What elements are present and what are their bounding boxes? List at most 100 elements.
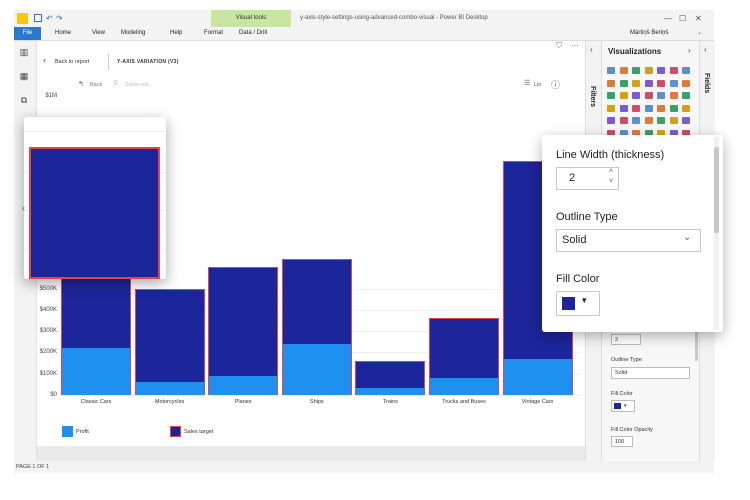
visual-type-icon[interactable]	[682, 67, 690, 74]
visual-type-icon[interactable]	[669, 104, 678, 112]
visual-type-icon[interactable]	[644, 79, 653, 87]
visual-type-icon[interactable]	[619, 129, 628, 137]
save-icon[interactable]	[34, 14, 42, 22]
fields-label[interactable]: Fields	[703, 73, 710, 94]
bar-profit[interactable]	[503, 358, 572, 395]
visual-type-icon[interactable]	[644, 67, 653, 74]
bar-profit[interactable]	[356, 387, 425, 395]
back-to-report-link[interactable]: Back to report	[55, 59, 90, 65]
bar-sales-target[interactable]	[208, 267, 279, 395]
visual-type-icon[interactable]	[682, 92, 690, 99]
fill-color-picker[interactable]: ▾	[556, 291, 600, 316]
bar-sales-target[interactable]	[134, 288, 205, 395]
legend-profit-label[interactable]: Profit	[76, 429, 89, 435]
visual-type-icon[interactable]	[657, 129, 665, 137]
maximize-button[interactable]: ☐	[679, 14, 687, 23]
visual-type-icon[interactable]	[657, 67, 665, 74]
visual-type-icon[interactable]	[669, 79, 678, 87]
visual-type-icon[interactable]	[644, 104, 653, 112]
stepper-up-icon[interactable]: ˄	[609, 168, 614, 175]
user-name[interactable]: Mārtiņš Beriņš	[630, 30, 669, 36]
popup-scrollbar[interactable]	[714, 137, 719, 330]
tab-file[interactable]: File	[14, 27, 41, 40]
visual-type-icon[interactable]	[682, 117, 690, 124]
scale-toggle[interactable]: Lin	[534, 82, 542, 88]
drill-back-button[interactable]: Back	[90, 82, 103, 88]
visual-type-icon[interactable]	[607, 104, 615, 112]
data-view-icon[interactable]: ▦	[19, 71, 29, 81]
visual-type-icon[interactable]	[619, 92, 628, 99]
ribbon-collapse-icon[interactable]: ⌄	[697, 30, 703, 36]
visual-type-icon[interactable]	[607, 117, 615, 124]
visual-type-icon[interactable]	[607, 79, 615, 87]
fill-color-picker-small[interactable]: ▾	[611, 400, 635, 412]
bar-profit[interactable]	[282, 343, 351, 395]
bar-profit[interactable]	[135, 382, 204, 395]
stepper-down-icon[interactable]: ˅	[609, 178, 614, 185]
model-view-icon[interactable]: ⧉	[20, 95, 28, 105]
visual-type-icon[interactable]	[607, 67, 615, 74]
visual-type-icon[interactable]	[669, 92, 678, 99]
visual-type-icon[interactable]	[632, 67, 640, 74]
visual-type-icon[interactable]	[669, 117, 678, 124]
visual-type-icon[interactable]	[632, 79, 640, 87]
legend-profit-swatch[interactable]	[62, 426, 73, 437]
visual-type-icon[interactable]	[632, 104, 640, 112]
expand-chevron-icon[interactable]: ›	[688, 46, 691, 55]
pane-scrollbar[interactable]	[695, 321, 698, 361]
visual-type-icon[interactable]	[644, 129, 653, 137]
filters-label[interactable]: Filters	[589, 86, 596, 108]
tab-help[interactable]: Help	[170, 30, 183, 36]
tab-format[interactable]: Format	[204, 30, 224, 36]
bar-profit[interactable]	[62, 348, 130, 395]
visual-type-icon[interactable]	[657, 79, 665, 87]
outline-type-dropdown-small[interactable]: Solid	[611, 367, 690, 379]
visual-type-icon[interactable]	[669, 129, 678, 137]
tab-modeling[interactable]: Modeling	[121, 30, 146, 36]
close-button[interactable]: ✕	[695, 14, 702, 23]
fill-color-opacity-input[interactable]: 100	[611, 436, 633, 447]
visual-type-icon[interactable]	[682, 129, 690, 137]
info-icon[interactable]: ⓘ	[551, 80, 561, 90]
visual-type-icon[interactable]	[619, 117, 628, 124]
report-view-icon[interactable]: ▥	[19, 47, 29, 57]
minimize-button[interactable]: —	[664, 14, 672, 23]
visual-type-icon[interactable]	[682, 104, 690, 112]
undo-icon[interactable]: ↶	[46, 14, 53, 23]
bar-profit[interactable]	[430, 377, 498, 395]
more-options-icon[interactable]: ⋯	[571, 41, 579, 50]
outline-type-dropdown[interactable]: Solid ⌄	[556, 229, 701, 252]
back-arrow-icon[interactable]: ‹	[43, 55, 46, 65]
visual-type-icon[interactable]	[682, 79, 690, 87]
legend-sales-target-label[interactable]: Sales target	[184, 429, 214, 435]
visual-type-icon[interactable]	[657, 104, 665, 112]
visual-type-icon[interactable]	[644, 92, 653, 99]
collapse-chevron-icon[interactable]: ‹	[704, 45, 707, 54]
visual-type-icon[interactable]	[632, 92, 640, 99]
visual-type-icon[interactable]	[619, 104, 628, 112]
collapse-chevron-icon[interactable]: ‹	[590, 45, 593, 54]
visual-type-icon[interactable]	[607, 92, 615, 99]
zoom-out-icon[interactable]: ⚲	[113, 80, 119, 87]
visual-type-icon[interactable]	[657, 92, 665, 99]
filter-icon[interactable]: ⛉	[556, 41, 562, 50]
zoom-out-button[interactable]: Zoom-out	[125, 82, 149, 88]
tab-home[interactable]: Home	[55, 30, 72, 36]
line-width-stepper[interactable]: 2 ˄ ˅	[556, 167, 619, 190]
visual-type-icon[interactable]	[632, 117, 640, 124]
legend-sales-target-swatch[interactable]	[170, 426, 181, 437]
visual-type-icon[interactable]	[632, 129, 640, 137]
drill-back-icon[interactable]: ↰	[78, 81, 84, 88]
scroll-left-icon[interactable]: ‹	[22, 203, 25, 213]
visual-type-icon[interactable]	[619, 67, 628, 74]
tab-view[interactable]: View	[92, 30, 105, 36]
line-width-stepper-small[interactable]: 2	[611, 334, 641, 345]
bar-profit[interactable]	[209, 375, 278, 395]
visual-type-icon[interactable]	[669, 67, 678, 74]
visual-type-icon[interactable]	[657, 117, 665, 124]
visual-type-icon[interactable]	[619, 79, 628, 87]
redo-icon[interactable]: ↷	[56, 14, 63, 23]
tab-data-drill[interactable]: Data / Drill	[239, 30, 268, 36]
visual-type-icon[interactable]	[607, 129, 615, 137]
visual-type-icon[interactable]	[644, 117, 653, 124]
